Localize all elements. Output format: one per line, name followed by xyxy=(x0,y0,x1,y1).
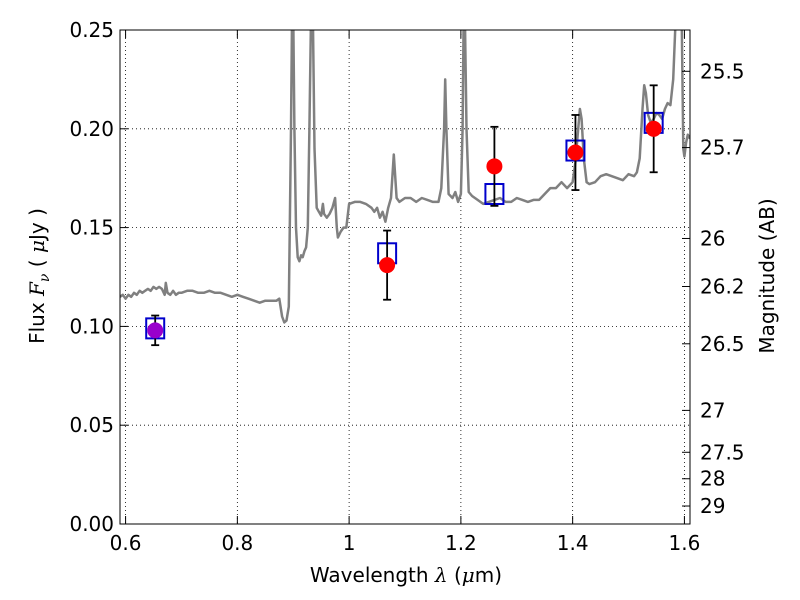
y-axis-label-symbol: F xyxy=(25,281,49,297)
y-tick-label: 0.25 xyxy=(69,18,114,42)
secondary-y-axis-label: Magnitude (AB) xyxy=(755,198,779,353)
x-axis-label: Wavelength λ (μm) xyxy=(310,563,502,587)
x-tick-label: 1.2 xyxy=(445,531,477,555)
y-axis-label-open: ( xyxy=(25,253,49,274)
mag-tick-label: 26 xyxy=(700,226,725,250)
mag-tick-label: 25.7 xyxy=(700,136,745,160)
observed-point xyxy=(567,144,584,161)
mag-tick-label: 26.2 xyxy=(700,274,745,298)
mag-tick-label: 26.5 xyxy=(700,332,745,356)
y-axis-label-unit-symbol: μ xyxy=(25,240,49,253)
x-axis-label-prefix: Wavelength xyxy=(310,563,435,587)
observed-point xyxy=(147,322,164,339)
observed-point xyxy=(645,120,662,137)
y-tick-label: 0.05 xyxy=(69,413,114,437)
x-axis-label-open: ( xyxy=(448,563,462,587)
axis-ticks: 0.6 0.8 1 1.2 1.4 1.6 0.00 0.05 0.10 0.15 0.20 0.25… xyxy=(69,18,744,555)
y-tick-label: 0.20 xyxy=(69,117,114,141)
x-axis-label-unit: m) xyxy=(475,563,502,587)
mag-tick-label: 27 xyxy=(700,398,725,422)
spectrum-line xyxy=(120,30,690,324)
observed-point xyxy=(486,158,503,175)
y-axis-label-subscript: ν xyxy=(37,273,53,282)
x-axis-label-symbol: λ xyxy=(434,563,448,587)
plot-area xyxy=(120,30,690,347)
x-tick-label: 1.6 xyxy=(669,531,701,555)
y-tick-label: 0.10 xyxy=(69,314,114,338)
y-axis-label: Flux Fν ( μJy ) xyxy=(25,208,53,344)
x-tick-label: 0.8 xyxy=(221,531,253,555)
y-tick-label: 0.15 xyxy=(69,216,114,240)
mag-tick-label: 27.5 xyxy=(700,440,745,464)
grid xyxy=(120,30,690,524)
mag-tick-label: 28 xyxy=(700,467,725,491)
plot-frame xyxy=(119,29,691,525)
observed-point xyxy=(379,257,396,274)
x-axis-label-unit-symbol: μ xyxy=(462,563,475,587)
x-tick-label: 1 xyxy=(343,531,356,555)
mag-tick-label: 29 xyxy=(700,494,725,518)
x-tick-label: 0.6 xyxy=(110,531,142,555)
mag-tick-label: 25.5 xyxy=(700,59,745,83)
y-tick-label: 0.00 xyxy=(69,512,114,536)
y-axis-label-prefix: Flux xyxy=(25,296,49,344)
x-tick-label: 1.4 xyxy=(557,531,589,555)
y-axis-label-unit: Jy ) xyxy=(25,208,49,242)
